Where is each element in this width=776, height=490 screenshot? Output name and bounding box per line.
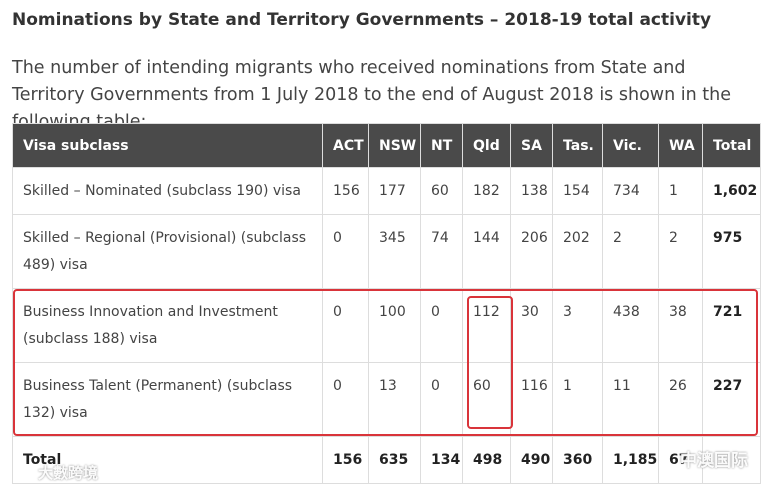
table-cell: 134: [420, 436, 463, 484]
table-cell: Business Innovation and Investment (subc…: [12, 288, 323, 363]
total-row: Total 156 635 134 498 490 360 1,185 67: [12, 436, 761, 484]
table-cell: [702, 436, 761, 484]
table-row: Business Talent (Permanent) (subclass 13…: [12, 362, 761, 437]
highlight-qld: [467, 296, 513, 429]
table-body: Skilled – Nominated (subclass 190) visa 1…: [12, 167, 761, 484]
table-cell: 2: [658, 214, 703, 289]
column-header: Tas.: [552, 123, 603, 168]
table-cell: 60: [462, 362, 511, 437]
table-cell: Skilled – Nominated (subclass 190) visa: [12, 167, 323, 215]
table-cell: Skilled – Regional (Provisional) (subcla…: [12, 214, 323, 289]
table-cell: 74: [420, 214, 463, 289]
table-cell: 156: [322, 436, 369, 484]
highlight-rows: [13, 289, 758, 436]
table-cell: 498: [462, 436, 511, 484]
table-cell: 206: [510, 214, 553, 289]
table-cell: 227: [702, 362, 761, 437]
table-cell: 1: [658, 167, 703, 215]
table-cell: 13: [368, 362, 421, 437]
table-cell: 60: [420, 167, 463, 215]
header-row: Visa subclass ACT NSW NT Qld SA Tas. Vic. WA Tota…: [12, 123, 761, 168]
table-cell: 154: [552, 167, 603, 215]
table-cell: 1,602: [702, 167, 761, 215]
watermark-right: 中澳国际: [680, 451, 748, 471]
column-header: SA: [510, 123, 553, 168]
table-cell: 26: [658, 362, 703, 437]
table-cell: 345: [368, 214, 421, 289]
column-header: ACT: [322, 123, 369, 168]
table-cell: 635: [368, 436, 421, 484]
column-header: Visa subclass: [12, 123, 323, 168]
watermark-left: 大數跨境: [38, 464, 99, 482]
column-header: NT: [420, 123, 463, 168]
table-cell: Total: [12, 436, 323, 484]
table-cell: 144: [462, 214, 511, 289]
table-cell: 734: [602, 167, 659, 215]
table-cell: 975: [702, 214, 761, 289]
table-cell: 1,185: [602, 436, 659, 484]
table-cell: 360: [552, 436, 603, 484]
table-cell: 11: [602, 362, 659, 437]
column-header: NSW: [368, 123, 421, 168]
table-cell: 177: [368, 167, 421, 215]
table-cell: 0: [420, 362, 463, 437]
table-cell: 490: [510, 436, 553, 484]
column-header: WA: [658, 123, 703, 168]
table-row: Skilled – Regional (Provisional) (subcla…: [12, 214, 761, 289]
column-header: Total: [702, 123, 761, 168]
table-cell: 721: [702, 288, 761, 363]
table-cell: 138: [510, 167, 553, 215]
table-row: Skilled – Nominated (subclass 190) visa 1…: [12, 167, 761, 215]
table-cell: 112: [462, 288, 511, 363]
column-header: Vic.: [602, 123, 659, 168]
table-cell: 0: [420, 288, 463, 363]
table-row: Business Innovation and Investment (subc…: [12, 288, 761, 363]
table-cell: 116: [510, 362, 553, 437]
table-cell: 67: [658, 436, 703, 484]
page-title: Nominations by State and Territory Gover…: [12, 10, 712, 30]
table-cell: 156: [322, 167, 369, 215]
table-cell: 38: [658, 288, 703, 363]
table-cell: 0: [322, 214, 369, 289]
table-cell: 182: [462, 167, 511, 215]
table-cell: 2: [602, 214, 659, 289]
column-header: Qld: [462, 123, 511, 168]
table-cell: 202: [552, 214, 603, 289]
nominations-table: Visa subclass ACT NSW NT Qld SA Tas. Vic. WA Tota…: [12, 123, 761, 484]
